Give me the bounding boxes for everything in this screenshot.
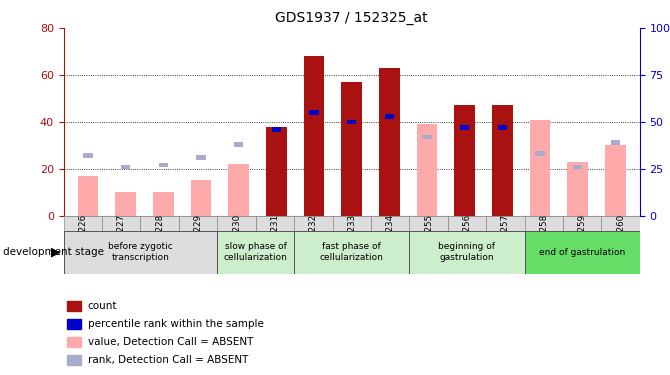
Text: development stage: development stage bbox=[3, 247, 105, 257]
Bar bbox=[66, 337, 81, 347]
Text: GSM90233: GSM90233 bbox=[347, 214, 356, 261]
Bar bbox=[256, 216, 294, 259]
Bar bbox=[409, 231, 525, 274]
Text: slow phase of
cellularization: slow phase of cellularization bbox=[224, 243, 287, 262]
Bar bbox=[153, 192, 174, 216]
Bar bbox=[102, 216, 141, 259]
Bar bbox=[217, 231, 294, 274]
Text: GSM90228: GSM90228 bbox=[155, 214, 164, 261]
Bar bbox=[84, 153, 93, 158]
Bar bbox=[64, 231, 217, 274]
Bar bbox=[525, 231, 640, 274]
Bar bbox=[64, 216, 102, 259]
Bar bbox=[567, 162, 588, 216]
Bar bbox=[422, 135, 431, 139]
Text: GDS1937 / 152325_at: GDS1937 / 152325_at bbox=[275, 11, 428, 25]
Bar bbox=[294, 216, 332, 259]
Bar bbox=[266, 127, 287, 216]
Bar bbox=[409, 216, 448, 259]
Bar bbox=[141, 216, 179, 259]
Bar bbox=[310, 110, 319, 115]
Bar bbox=[371, 216, 409, 259]
Text: GSM90256: GSM90256 bbox=[462, 214, 472, 261]
Bar bbox=[66, 301, 81, 311]
Text: count: count bbox=[88, 301, 117, 311]
Bar bbox=[294, 231, 409, 274]
Text: percentile rank within the sample: percentile rank within the sample bbox=[88, 319, 264, 329]
Text: GSM90255: GSM90255 bbox=[424, 214, 433, 261]
Bar bbox=[448, 216, 486, 259]
Bar bbox=[602, 216, 640, 259]
Bar bbox=[332, 216, 371, 259]
Bar bbox=[191, 180, 212, 216]
Bar bbox=[535, 152, 545, 156]
Text: GSM90227: GSM90227 bbox=[117, 214, 126, 261]
Text: GSM90232: GSM90232 bbox=[309, 214, 318, 261]
Bar bbox=[115, 192, 136, 216]
Bar bbox=[304, 56, 324, 216]
Bar bbox=[342, 82, 362, 216]
Bar bbox=[196, 155, 206, 160]
Bar bbox=[454, 105, 475, 216]
Bar bbox=[530, 120, 551, 216]
Bar bbox=[347, 120, 356, 124]
Bar bbox=[385, 114, 394, 118]
Bar bbox=[610, 140, 620, 145]
Bar bbox=[563, 216, 602, 259]
Text: end of gastrulation: end of gastrulation bbox=[539, 248, 625, 256]
Text: GSM90231: GSM90231 bbox=[271, 214, 279, 261]
Bar bbox=[605, 146, 626, 216]
Text: before zygotic
transcription: before zygotic transcription bbox=[108, 243, 173, 262]
Text: GSM90257: GSM90257 bbox=[501, 214, 510, 261]
Text: GSM90229: GSM90229 bbox=[194, 214, 202, 261]
Bar bbox=[234, 142, 243, 147]
Text: GSM90230: GSM90230 bbox=[232, 214, 241, 261]
Bar bbox=[379, 68, 400, 216]
Bar bbox=[78, 176, 98, 216]
Bar bbox=[573, 165, 582, 169]
Bar bbox=[486, 216, 525, 259]
Bar bbox=[121, 165, 131, 169]
Bar bbox=[228, 164, 249, 216]
Text: GSM90226: GSM90226 bbox=[78, 214, 87, 261]
Bar bbox=[66, 319, 81, 329]
Text: rank, Detection Call = ABSENT: rank, Detection Call = ABSENT bbox=[88, 355, 248, 365]
Bar bbox=[217, 216, 256, 259]
Bar bbox=[272, 127, 281, 132]
Bar bbox=[460, 125, 470, 130]
Text: ▶: ▶ bbox=[51, 246, 60, 259]
Text: GSM90260: GSM90260 bbox=[616, 214, 625, 261]
Text: GSM90234: GSM90234 bbox=[386, 214, 395, 261]
Bar bbox=[498, 125, 507, 130]
Text: GSM90259: GSM90259 bbox=[578, 214, 587, 261]
Text: GSM90258: GSM90258 bbox=[539, 214, 548, 261]
Text: beginning of
gastrulation: beginning of gastrulation bbox=[438, 243, 496, 262]
Text: value, Detection Call = ABSENT: value, Detection Call = ABSENT bbox=[88, 337, 253, 347]
Bar bbox=[159, 163, 168, 167]
Bar bbox=[417, 124, 438, 216]
Bar bbox=[66, 355, 81, 365]
Text: fast phase of
cellularization: fast phase of cellularization bbox=[320, 243, 384, 262]
Bar bbox=[525, 216, 563, 259]
Bar bbox=[179, 216, 217, 259]
Bar bbox=[492, 105, 513, 216]
